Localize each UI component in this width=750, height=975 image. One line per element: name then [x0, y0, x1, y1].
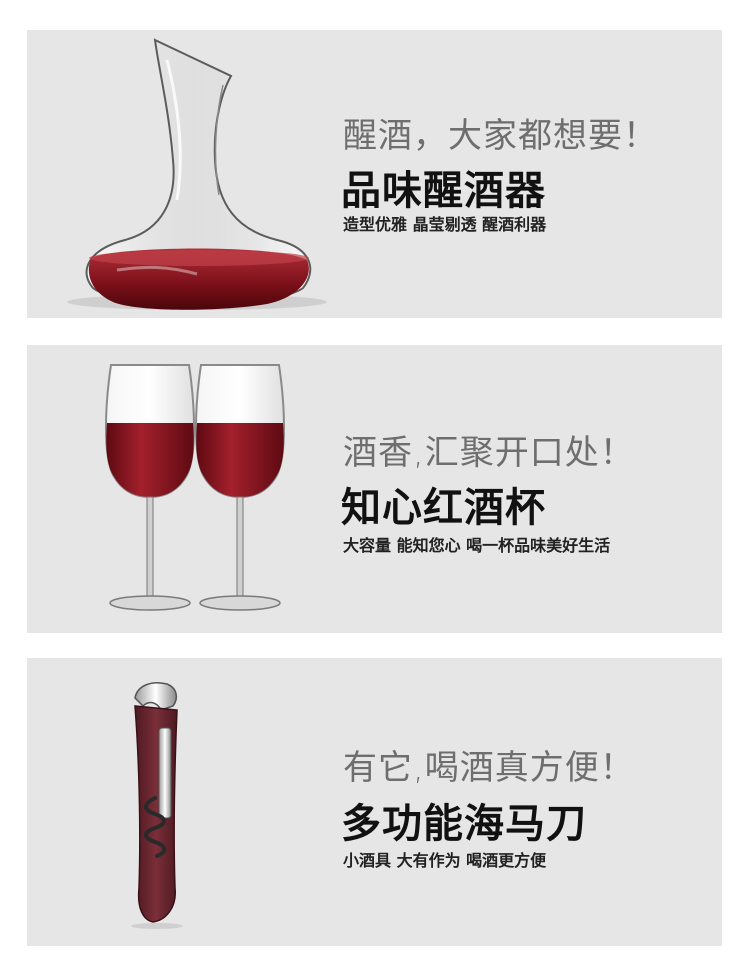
corkscrew-title: 多功能海马刀: [341, 801, 587, 847]
decanter-panel: 醒酒，大家都想要！ 品味醒酒器 造型优雅 晶莹剔透 醒酒利器: [27, 30, 722, 318]
wine-glass-panel: 酒香,汇聚开口处！ 知心红酒杯 大容量 能知您心 喝一杯品味美好生活: [27, 345, 722, 633]
corkscrew-icon: [131, 682, 183, 929]
wine-glass-right: [195, 364, 285, 611]
decanter-slogan: 醒酒，大家都想要！: [343, 116, 658, 156]
wine-decanter-icon: [67, 38, 327, 310]
corkscrew-slogan: 有它,喝酒真方便！: [343, 748, 635, 788]
wine-glass-left: [105, 364, 195, 611]
wine-glass-subtitle: 大容量 能知您心 喝一杯品味美好生活: [343, 536, 611, 555]
corkscrew-panel: 有它,喝酒真方便！ 多功能海马刀 小酒具 大有作为 喝酒更方便: [27, 658, 722, 946]
wine-glasses-icon: [105, 364, 285, 611]
wine-glass-slogan: 酒香,汇聚开口处！: [343, 433, 635, 473]
corkscrew-subtitle: 小酒具 大有作为 喝酒更方便: [343, 851, 547, 870]
decanter-title: 品味醒酒器: [341, 168, 546, 214]
wine-glass-title: 知心红酒杯: [341, 485, 546, 531]
decanter-subtitle: 造型优雅 晶莹剔透 醒酒利器: [343, 215, 547, 234]
